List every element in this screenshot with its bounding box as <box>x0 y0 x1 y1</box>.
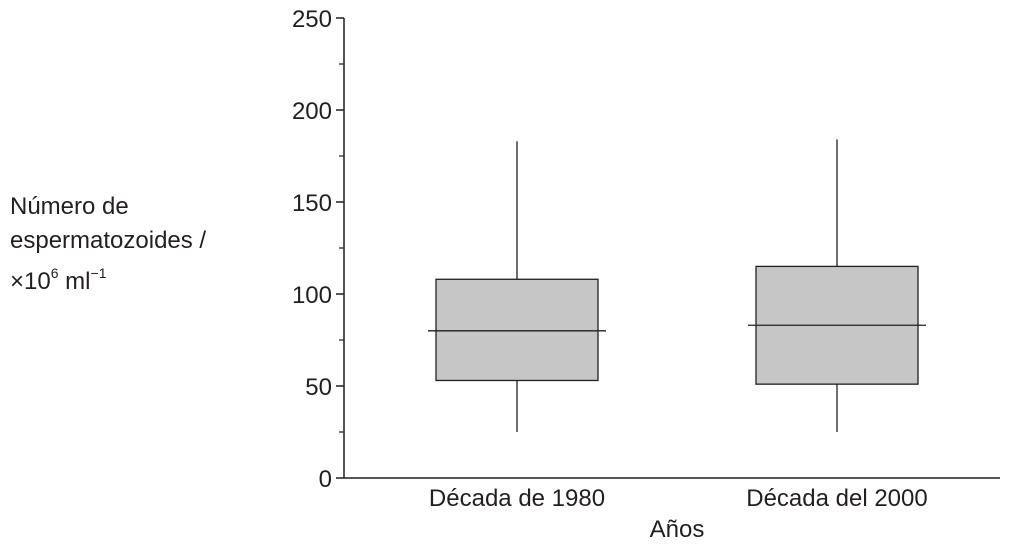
x-axis: Década de 1980 Década del 2000 <box>344 477 1000 512</box>
x-tick-label: Década del 2000 <box>746 485 927 512</box>
box-2 <box>748 139 926 432</box>
x-tick-label: Década de 1980 <box>429 485 605 512</box>
y-tick-label: 0 <box>319 466 332 493</box>
y-axis-label-exponent: 6 <box>50 265 59 281</box>
y-axis-label-line2: espermatozoides / <box>10 227 207 254</box>
y-axis-label-line1: Número de <box>10 193 129 220</box>
y-tick-label: 200 <box>292 98 332 125</box>
y-axis-label-exponent2: −1 <box>90 265 107 281</box>
x-axis-label: Años <box>650 516 705 543</box>
y-tick-label: 50 <box>305 374 332 401</box>
y-axis: 0 50 100 150 200 250 <box>292 6 345 493</box>
y-tick-label: 250 <box>292 6 332 33</box>
box-iqr <box>435 278 599 382</box>
y-axis-label-line3: ×106 ml−1 <box>10 258 206 299</box>
y-tick-label: 150 <box>292 190 332 217</box>
y-axis-label-line3-unit: ml <box>58 268 91 295</box>
y-tick-label: 100 <box>292 282 332 309</box>
box-1 <box>428 141 606 432</box>
y-axis-label: Número de espermatozoides / ×106 ml−1 <box>10 190 206 299</box>
boxes <box>428 139 926 432</box>
y-axis-label-line3-prefix: ×10 <box>10 268 51 295</box>
